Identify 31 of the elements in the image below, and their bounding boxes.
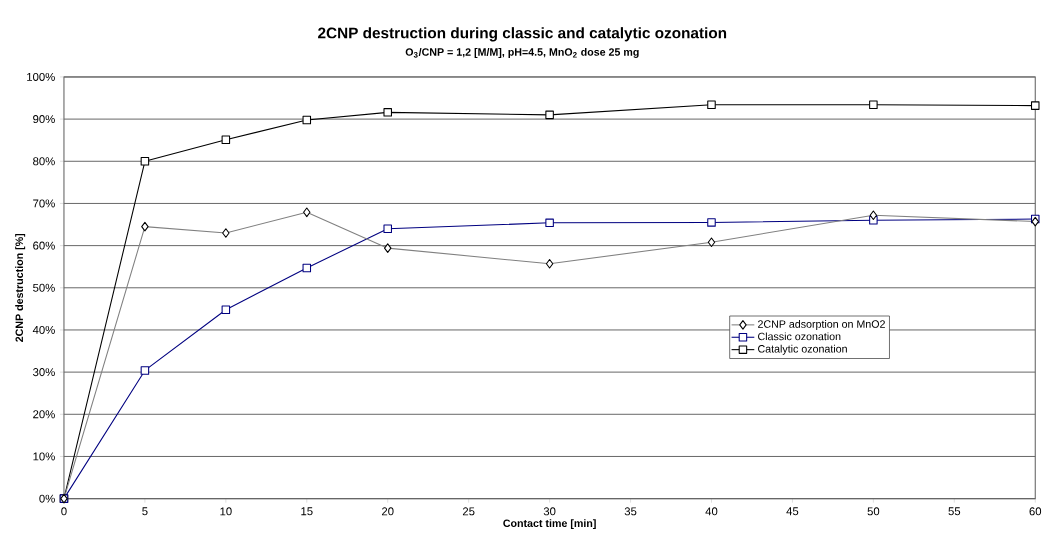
- chart-subtitle: O$_{3}$/CNP = 1,2 [M/M], pH=4.5, MnO$_{2}$ dose 25 mg: [405, 48, 639, 59]
- x-tick-label: 5: [142, 507, 148, 516]
- x-tick-label: 35: [624, 507, 637, 516]
- x-tick-label: 15: [301, 507, 313, 516]
- y-tick-label: 30%: [33, 368, 55, 377]
- y-tick-label: 40%: [32, 326, 55, 335]
- x-tick-label: 50: [867, 507, 880, 516]
- x-tick-label: 20: [381, 507, 394, 516]
- legend-label: 2CNP adsorption on MnO2: [758, 320, 885, 331]
- y-tick-label: 90%: [33, 115, 55, 124]
- x-tick-label: 0: [61, 507, 67, 516]
- y-tick-label: 50%: [33, 283, 55, 292]
- y-tick-label: 100%: [27, 73, 55, 82]
- x-tick-label: 60: [1029, 507, 1042, 516]
- y-tick-label: 80%: [33, 157, 55, 166]
- x-tick-label: 25: [462, 507, 475, 516]
- x-axis-title: Contact time [min]: [503, 519, 596, 530]
- y-tick-label: 10%: [33, 452, 55, 461]
- y-tick-label: 20%: [33, 410, 55, 419]
- legend-label: Classic ozonation: [758, 332, 841, 341]
- x-tick-label: 45: [786, 507, 799, 516]
- x-tick-label: 40: [705, 507, 718, 516]
- y-tick-label: 60%: [33, 241, 55, 250]
- chart-title: 2CNP destruction during classic and catalytic ozonation: [318, 27, 727, 42]
- legend-label: Catalytic ozonation: [758, 344, 847, 355]
- y-axis-title: 2CNP destruction [%]: [15, 234, 26, 343]
- x-tick-label: 55: [948, 507, 961, 516]
- y-tick-label: 70%: [33, 199, 55, 208]
- x-tick-label: 10: [220, 507, 232, 516]
- x-tick-label: 30: [543, 507, 556, 516]
- y-tick-label: 0%: [39, 494, 55, 503]
